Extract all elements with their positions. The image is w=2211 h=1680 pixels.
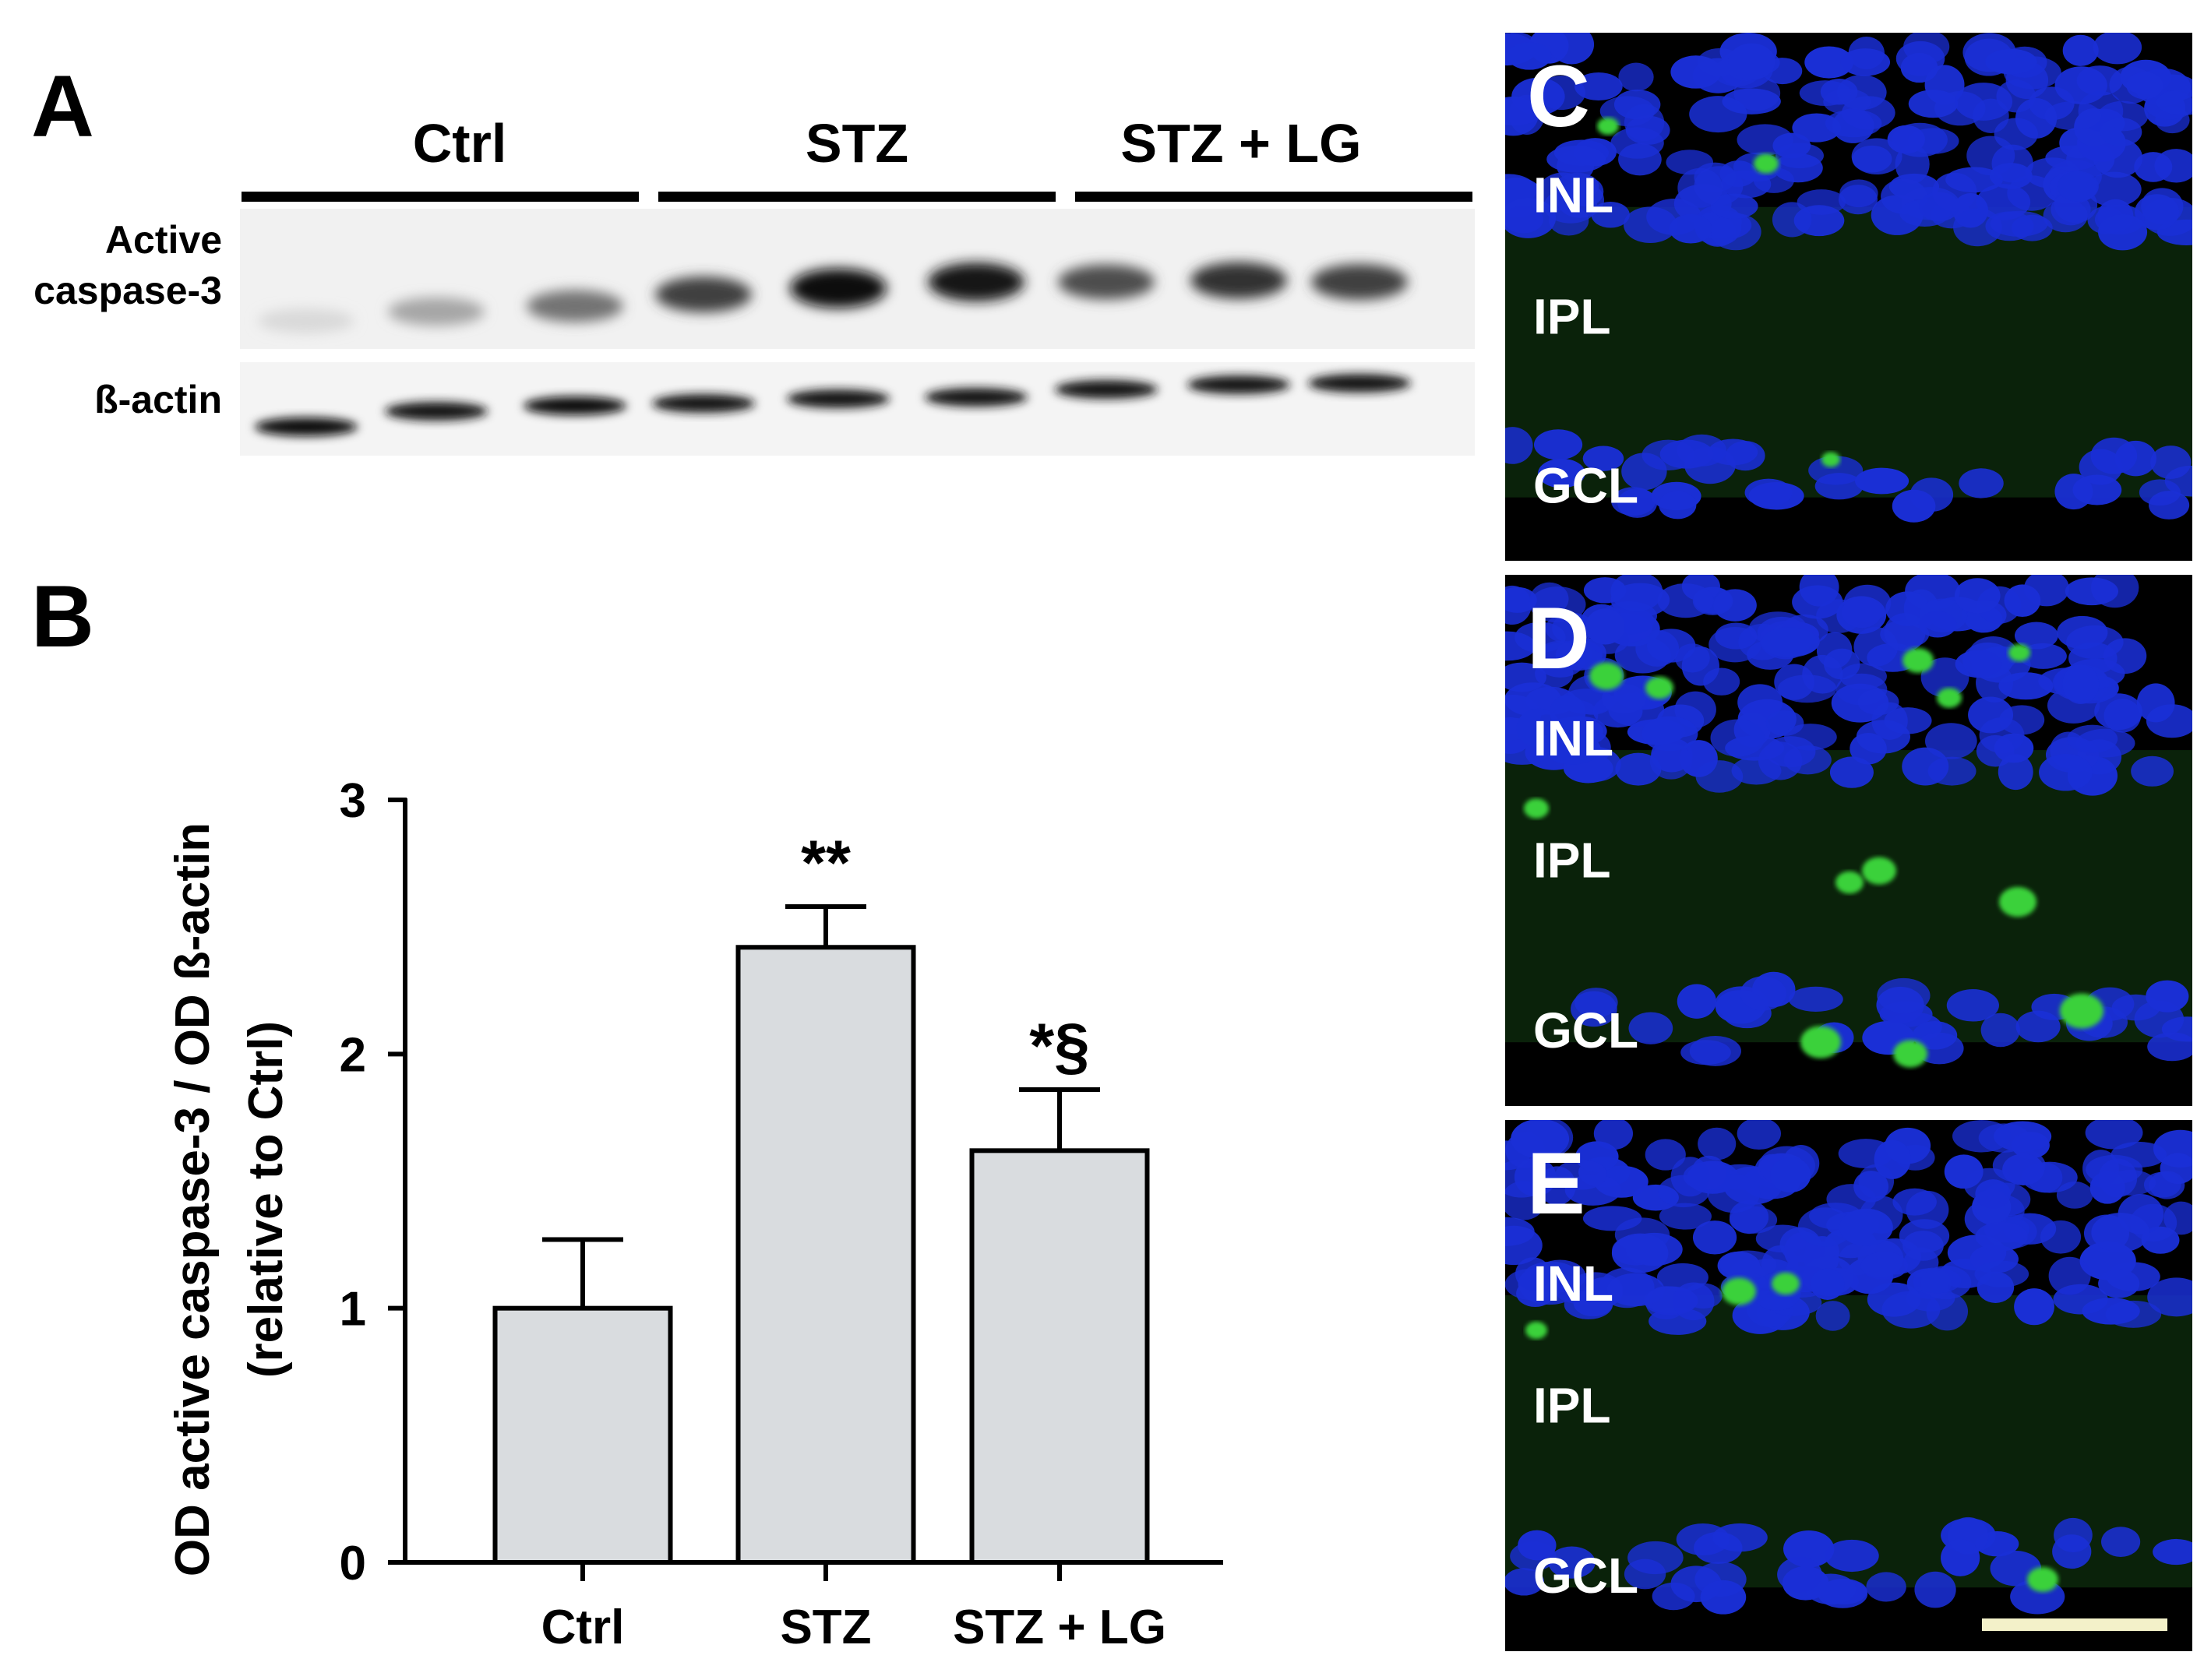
layer-label-gcl: GCL [1533,457,1638,513]
y-tick-label-3: 3 [340,774,366,828]
caspase-signal [1524,643,2103,1068]
group-bar-stz [658,192,1056,202]
layer-label-inl: INL [1533,167,1613,224]
panel-b: B OD active caspase-3 / OD ß-actin (rela… [31,568,1223,1654]
y-tick-label-1: 1 [340,1283,366,1337]
caspase-band-lane-2 [388,297,485,326]
layer-label-ipl: IPL [1533,1378,1611,1434]
actin-band-lane-1 [255,417,358,436]
micrograph-c: C INL IPL GCL [1505,33,2192,561]
actin-band-lane-9 [1308,374,1411,393]
tissue-autofluorescence [1505,750,2192,1043]
row-label-caspase-line1: Active [105,218,222,262]
y-axis-label-line1: OD active caspase-3 / OD ß-actin [166,822,220,1576]
x-tick-label-3: STZ + LG [953,1601,1166,1654]
actin-band-lane-6 [925,388,1028,407]
x-tick-label-2: STZ [780,1601,871,1654]
x-tick-label-1: Ctrl [541,1601,625,1654]
actin-band-lane-4 [652,394,755,413]
caspase-band-lane-4 [655,276,752,312]
actin-band-lane-3 [524,396,626,415]
significance-3: *§ [1029,1011,1090,1082]
caspase-band-lane-7 [1058,264,1155,300]
tissue-autofluorescence [1505,206,2192,498]
caspase-band-lane-1 [258,308,354,333]
significance-2: ** [801,828,851,899]
group-label-stz: STZ [806,113,908,174]
panel-a: A Ctrl STZ STZ + LG Active caspase-3 ß-a… [31,58,1475,456]
nuclei [1505,33,2192,523]
y-tick-label-2: 2 [340,1028,366,1082]
caspase-band-lane-3 [527,290,623,322]
caspase-band-lane-8 [1190,262,1287,299]
caspase-band-lane-5 [790,268,887,308]
micrograph-e: E INL IPL GCL [1505,1120,2192,1651]
layer-label-ipl: IPL [1533,833,1611,889]
row-label-caspase-line2: caspase-3 [34,269,222,312]
layer-label-inl: INL [1533,1256,1613,1312]
actin-band-lane-2 [385,402,488,421]
layer-label-inl: INL [1533,710,1613,766]
group-label-ctrl: Ctrl [413,113,507,174]
panel-letter-b: B [31,568,94,665]
actin-band-lane-7 [1055,380,1158,399]
caspase-band-lane-9 [1311,264,1408,300]
actin-band-lane-8 [1187,375,1290,394]
panel-letter-d: D [1527,590,1590,687]
caspase-signal [1525,1272,2058,1592]
bar-1 [492,1305,673,1565]
caspase-signal [1597,117,1840,467]
row-label-actin: ß-actin [94,378,222,421]
actin-bands [255,374,1411,436]
y-ticks: 0 1 2 3 [340,774,407,1590]
layer-label-gcl: GCL [1533,1002,1638,1058]
bar-2 [735,945,916,1565]
layer-label-gcl: GCL [1533,1548,1638,1604]
scale-bar [1982,1618,2167,1631]
panel-letter-a: A [31,58,94,155]
panel-letter-e: E [1527,1135,1585,1232]
group-label-stz-lg: STZ + LG [1120,113,1361,174]
actin-band-lane-5 [787,389,890,408]
group-bar-stz-lg [1075,192,1472,202]
y-tick-label-0: 0 [340,1537,366,1590]
micrograph-d: D INL IPL GCL [1505,575,2192,1106]
nuclei [1505,1120,2192,1615]
panel-letter-c: C [1527,48,1590,145]
bars: Ctrl STZ ** STZ + LG *§ [492,828,1166,1654]
caspase-band-lane-6 [928,262,1024,301]
nuclei [1505,575,2192,1066]
layer-label-ipl: IPL [1533,288,1611,344]
y-axis-label-line2: (relative to Ctrl) [239,1021,293,1378]
group-bar-ctrl [242,192,639,202]
bar-3 [969,1148,1150,1565]
caspase-bands [258,262,1408,333]
